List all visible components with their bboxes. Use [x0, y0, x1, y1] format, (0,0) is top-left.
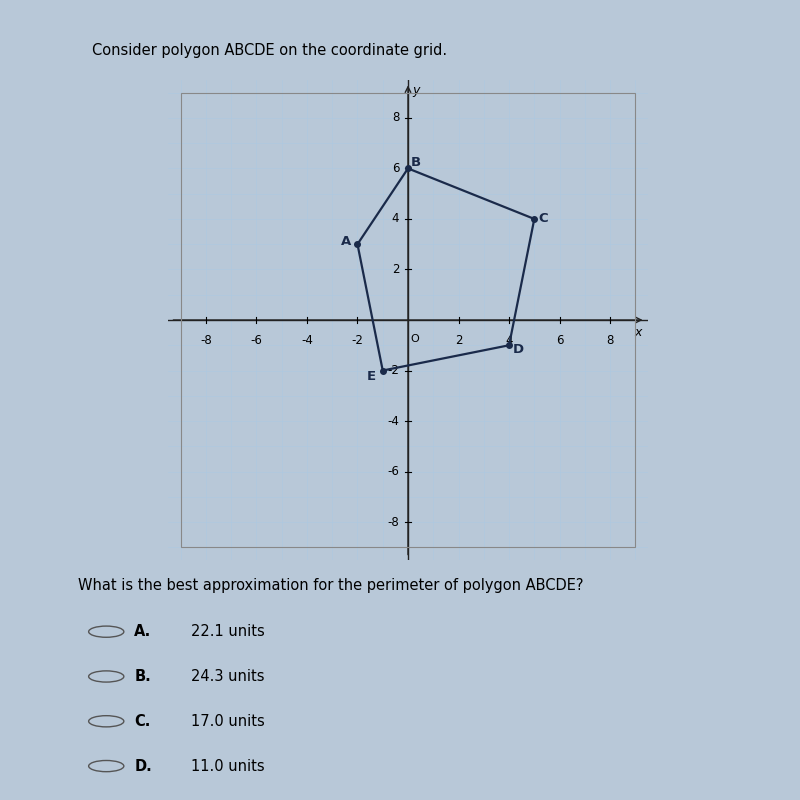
Text: -2: -2 [351, 334, 363, 347]
Text: 4: 4 [392, 213, 399, 226]
Text: 8: 8 [392, 111, 399, 124]
Text: 6: 6 [556, 334, 563, 347]
Text: -6: -6 [250, 334, 262, 347]
Text: -8: -8 [200, 334, 212, 347]
Text: E: E [367, 370, 376, 383]
Text: -6: -6 [387, 465, 399, 478]
Text: What is the best approximation for the perimeter of polygon ABCDE?: What is the best approximation for the p… [78, 578, 583, 593]
Text: C.: C. [134, 714, 150, 729]
Text: 2: 2 [392, 263, 399, 276]
Text: B: B [410, 156, 421, 169]
Text: Consider polygon ABCDE on the coordinate grid.: Consider polygon ABCDE on the coordinate… [92, 43, 447, 58]
Text: D.: D. [134, 758, 152, 774]
Text: 17.0 units: 17.0 units [190, 714, 265, 729]
Text: 22.1 units: 22.1 units [190, 624, 265, 639]
Text: D: D [512, 342, 523, 355]
Text: y: y [412, 84, 419, 97]
Text: B.: B. [134, 669, 151, 684]
Text: -4: -4 [301, 334, 313, 347]
Text: 6: 6 [392, 162, 399, 175]
Text: 24.3 units: 24.3 units [190, 669, 264, 684]
Text: A.: A. [134, 624, 152, 639]
Text: A: A [341, 235, 351, 248]
Text: 2: 2 [454, 334, 462, 347]
Text: -2: -2 [387, 364, 399, 377]
Text: 8: 8 [606, 334, 614, 347]
Text: 4: 4 [506, 334, 513, 347]
Text: -4: -4 [387, 414, 399, 427]
Text: x: x [634, 326, 642, 339]
Text: -8: -8 [387, 516, 399, 529]
Text: 11.0 units: 11.0 units [190, 758, 264, 774]
Text: C: C [538, 213, 548, 226]
Text: O: O [410, 334, 418, 344]
